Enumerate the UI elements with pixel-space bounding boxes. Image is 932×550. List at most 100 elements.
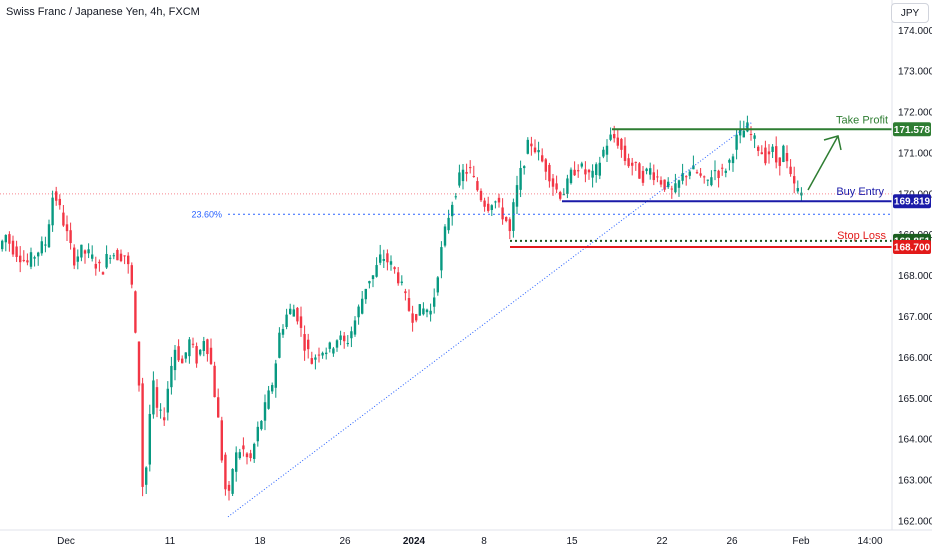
candle-body	[685, 176, 688, 178]
candle-body	[551, 178, 555, 187]
price-tick-label: 172.000	[898, 108, 932, 119]
take-profit-badge[interactable]: 171.578	[893, 122, 931, 137]
price-tick-label: 166.000	[898, 353, 932, 364]
candle-body	[65, 224, 69, 232]
candle-body	[605, 145, 609, 155]
price-axis[interactable]: 174.000173.000172.000171.000170.000169.0…	[891, 0, 932, 530]
candle-body	[735, 134, 738, 150]
candle-body	[386, 253, 389, 263]
candle-body	[544, 159, 547, 172]
candle-body	[245, 453, 249, 458]
candle-body	[335, 340, 339, 348]
price-tick-label: 173.000	[898, 67, 932, 78]
candle-body	[163, 417, 166, 421]
time-tick-label: 18	[254, 536, 266, 547]
candle-body	[8, 234, 11, 244]
candle-body	[148, 413, 151, 465]
candle-body	[530, 143, 533, 147]
candle-body	[717, 170, 720, 179]
candle-body	[116, 249, 119, 261]
candle-body	[609, 134, 612, 140]
candle-body	[566, 178, 569, 194]
symbol-title: Swiss Franc / Japanese Yen, 4h, FXCM	[6, 6, 200, 18]
candle-body	[627, 158, 630, 167]
candle-body	[188, 339, 191, 357]
candle-body	[515, 185, 519, 207]
candle-body	[400, 281, 403, 283]
candle-body	[152, 380, 155, 415]
candle-body	[397, 272, 400, 284]
candle-body	[213, 365, 216, 398]
candle-body	[328, 342, 331, 349]
candle-body	[519, 168, 522, 190]
time-tick-label: 15	[566, 536, 578, 547]
candle-body	[231, 469, 234, 494]
candle-body	[469, 167, 472, 169]
candle-body	[191, 343, 195, 345]
candle-body	[692, 165, 695, 170]
buy-entry-badge-bg	[893, 194, 931, 209]
candle-body	[260, 420, 263, 430]
candle-body	[339, 335, 342, 340]
candle-body	[224, 454, 227, 490]
candle-body	[778, 157, 781, 166]
candle-body	[51, 197, 54, 226]
candle-body	[472, 175, 475, 177]
candle-body	[325, 352, 328, 355]
candle-body	[314, 357, 317, 360]
candle-body	[569, 169, 573, 184]
candle-body	[541, 155, 544, 162]
candle-body	[688, 171, 691, 176]
candle-body	[436, 277, 439, 293]
candle-body	[479, 190, 483, 201]
candle-body	[533, 147, 537, 153]
candle-body	[238, 452, 241, 459]
candle-body	[303, 334, 306, 351]
candle-body	[584, 169, 587, 175]
take-profit-label: Take Profit	[836, 114, 888, 126]
currency-button[interactable]: JPY	[891, 3, 929, 23]
candle-body	[645, 168, 648, 172]
candle-body	[742, 130, 745, 138]
take-profit-badge-value: 171.578	[894, 125, 931, 136]
candle-body	[209, 347, 213, 364]
candle-body	[526, 139, 529, 154]
time-tick-label: 2024	[403, 536, 426, 547]
candle-body	[87, 249, 90, 254]
candle-body	[483, 200, 486, 207]
candle-body	[37, 252, 40, 257]
candle-body	[681, 173, 684, 181]
candle-body	[22, 259, 25, 261]
candle-body	[40, 241, 43, 254]
candle-body	[346, 343, 349, 345]
candle-body	[667, 181, 670, 188]
candle-body	[613, 133, 616, 139]
candle-body	[598, 162, 601, 176]
candle-body	[602, 149, 605, 157]
candle-body	[695, 172, 699, 174]
candle-body	[548, 164, 551, 182]
candle-body	[350, 331, 353, 339]
candle-body	[415, 314, 418, 321]
time-axis[interactable]: Dec 11 18 26 2024 8 15 22 26 Feb 14:00	[0, 529, 932, 547]
candle-body	[587, 169, 591, 173]
candle-body	[771, 146, 774, 152]
candle-body	[130, 265, 133, 285]
candle-body	[656, 176, 659, 178]
candle-body	[674, 183, 677, 193]
candle-body	[407, 298, 411, 311]
candle-body	[321, 352, 324, 356]
candle-body	[364, 288, 367, 300]
candle-body	[91, 254, 94, 259]
candle-body	[278, 332, 281, 358]
candle-body	[501, 207, 504, 220]
candle-body	[634, 161, 637, 163]
buy-entry-badge[interactable]: 169.819	[893, 194, 931, 209]
candle-body	[659, 180, 663, 185]
time-tick-label: 8	[481, 536, 487, 547]
candle-body	[170, 365, 173, 388]
stop-loss-badge[interactable]: 168.700	[893, 239, 931, 254]
candle-body	[285, 314, 288, 327]
candle-body	[447, 217, 450, 231]
